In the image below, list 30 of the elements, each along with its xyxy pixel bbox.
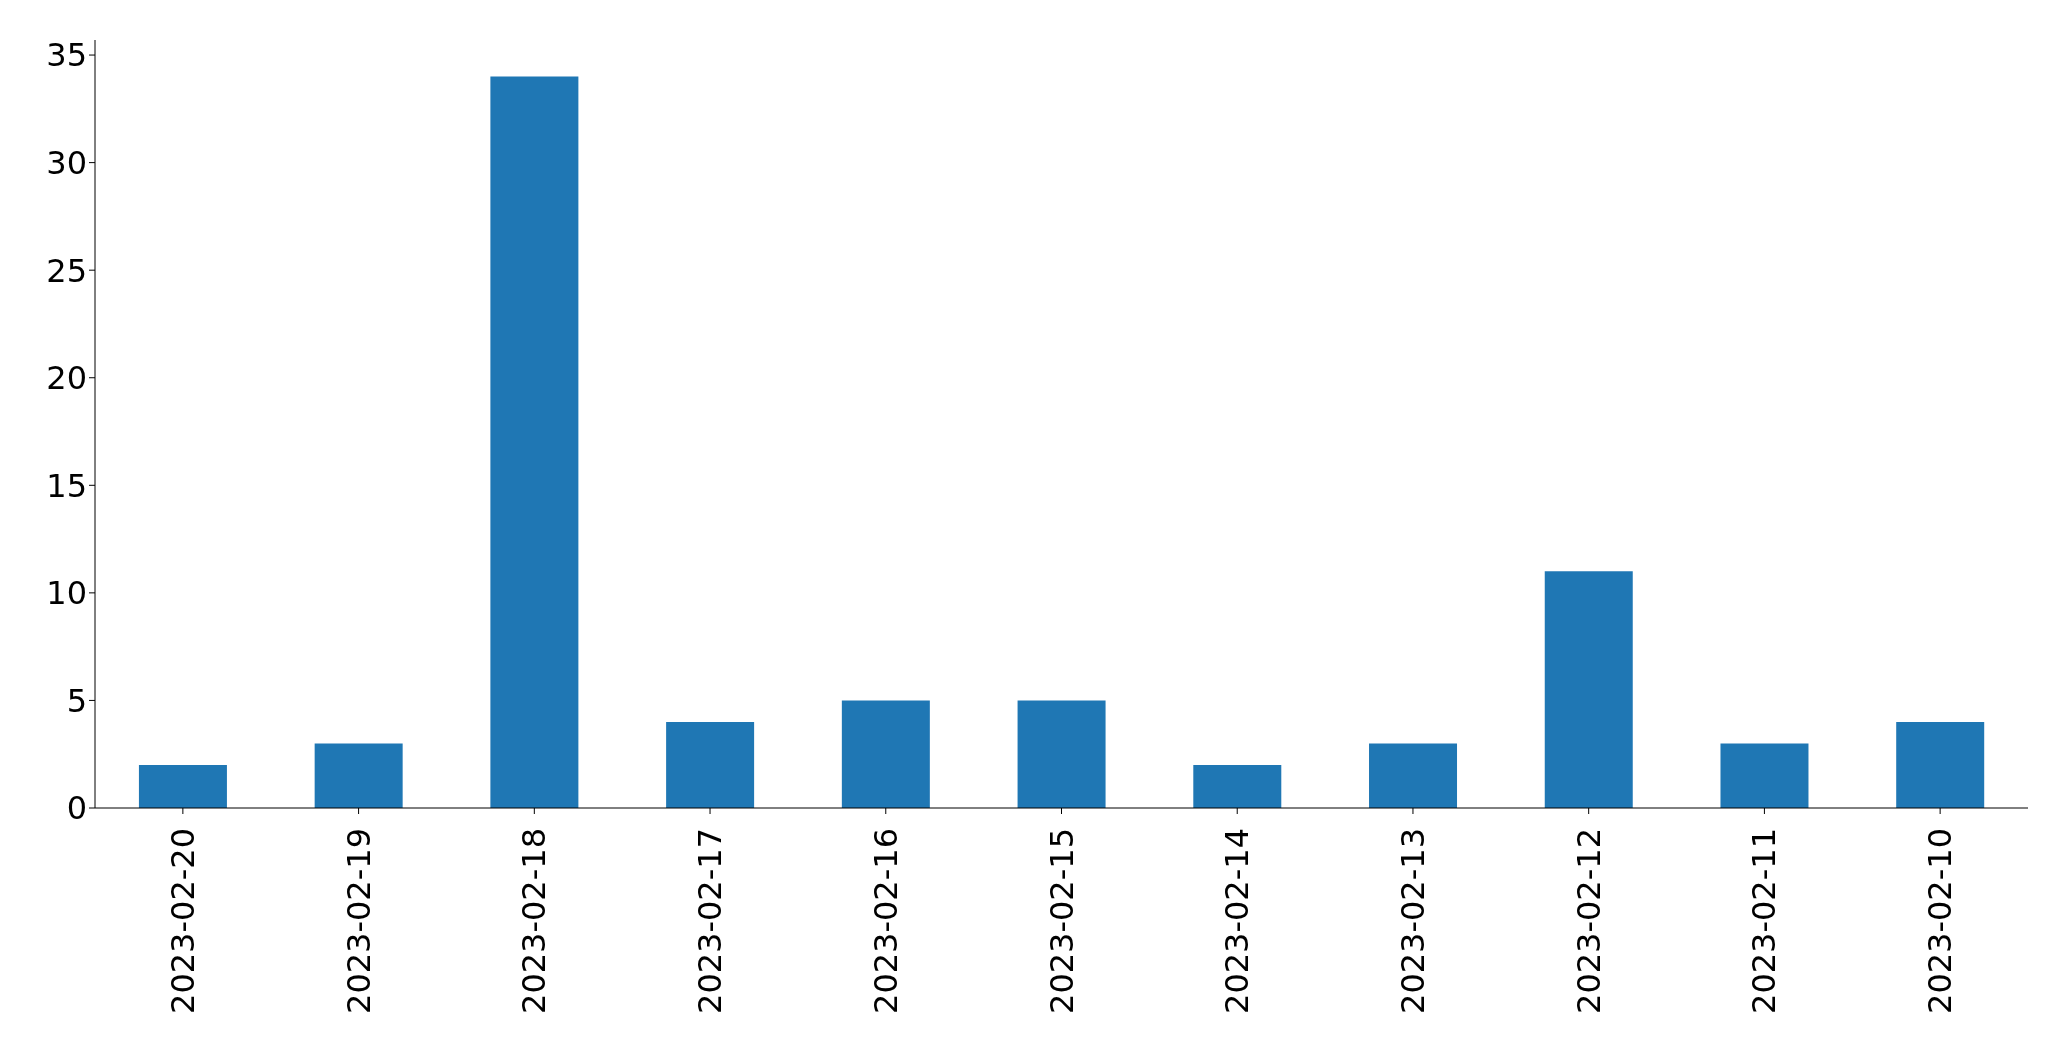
y-tick-label: 25 — [46, 251, 87, 290]
bar — [138, 764, 227, 808]
x-tick-label: 2023-02-17 — [691, 828, 730, 1014]
x-tick-label: 2023-02-10 — [1921, 828, 1960, 1014]
bar — [666, 721, 755, 808]
bar — [314, 743, 403, 808]
y-tick-label: 10 — [46, 574, 87, 613]
y-tick-label: 5 — [66, 681, 87, 720]
y-tick-label: 35 — [46, 36, 87, 75]
x-tick-label: 2023-02-15 — [1042, 828, 1081, 1014]
y-tick-label: 15 — [46, 466, 87, 505]
bar — [1544, 571, 1633, 808]
x-tick-label: 2023-02-14 — [1218, 828, 1257, 1014]
x-tick-label: 2023-02-19 — [339, 828, 378, 1014]
x-tick-label: 2023-02-13 — [1393, 828, 1432, 1014]
bar — [1369, 743, 1458, 808]
y-tick-label: 0 — [66, 789, 87, 828]
bar — [1193, 764, 1282, 808]
bar — [1720, 743, 1809, 808]
bar — [490, 76, 579, 808]
x-tick-label: 2023-02-18 — [515, 828, 554, 1014]
bar — [841, 700, 930, 808]
x-tick-label: 2023-02-16 — [866, 828, 905, 1014]
x-tick-label: 2023-02-12 — [1569, 828, 1608, 1014]
x-tick-label: 2023-02-11 — [1745, 828, 1784, 1014]
bar — [1896, 721, 1985, 808]
x-tick-label: 2023-02-20 — [163, 828, 202, 1014]
bar — [1017, 700, 1106, 808]
y-tick-label: 30 — [46, 143, 87, 182]
y-tick-label: 20 — [46, 359, 87, 398]
